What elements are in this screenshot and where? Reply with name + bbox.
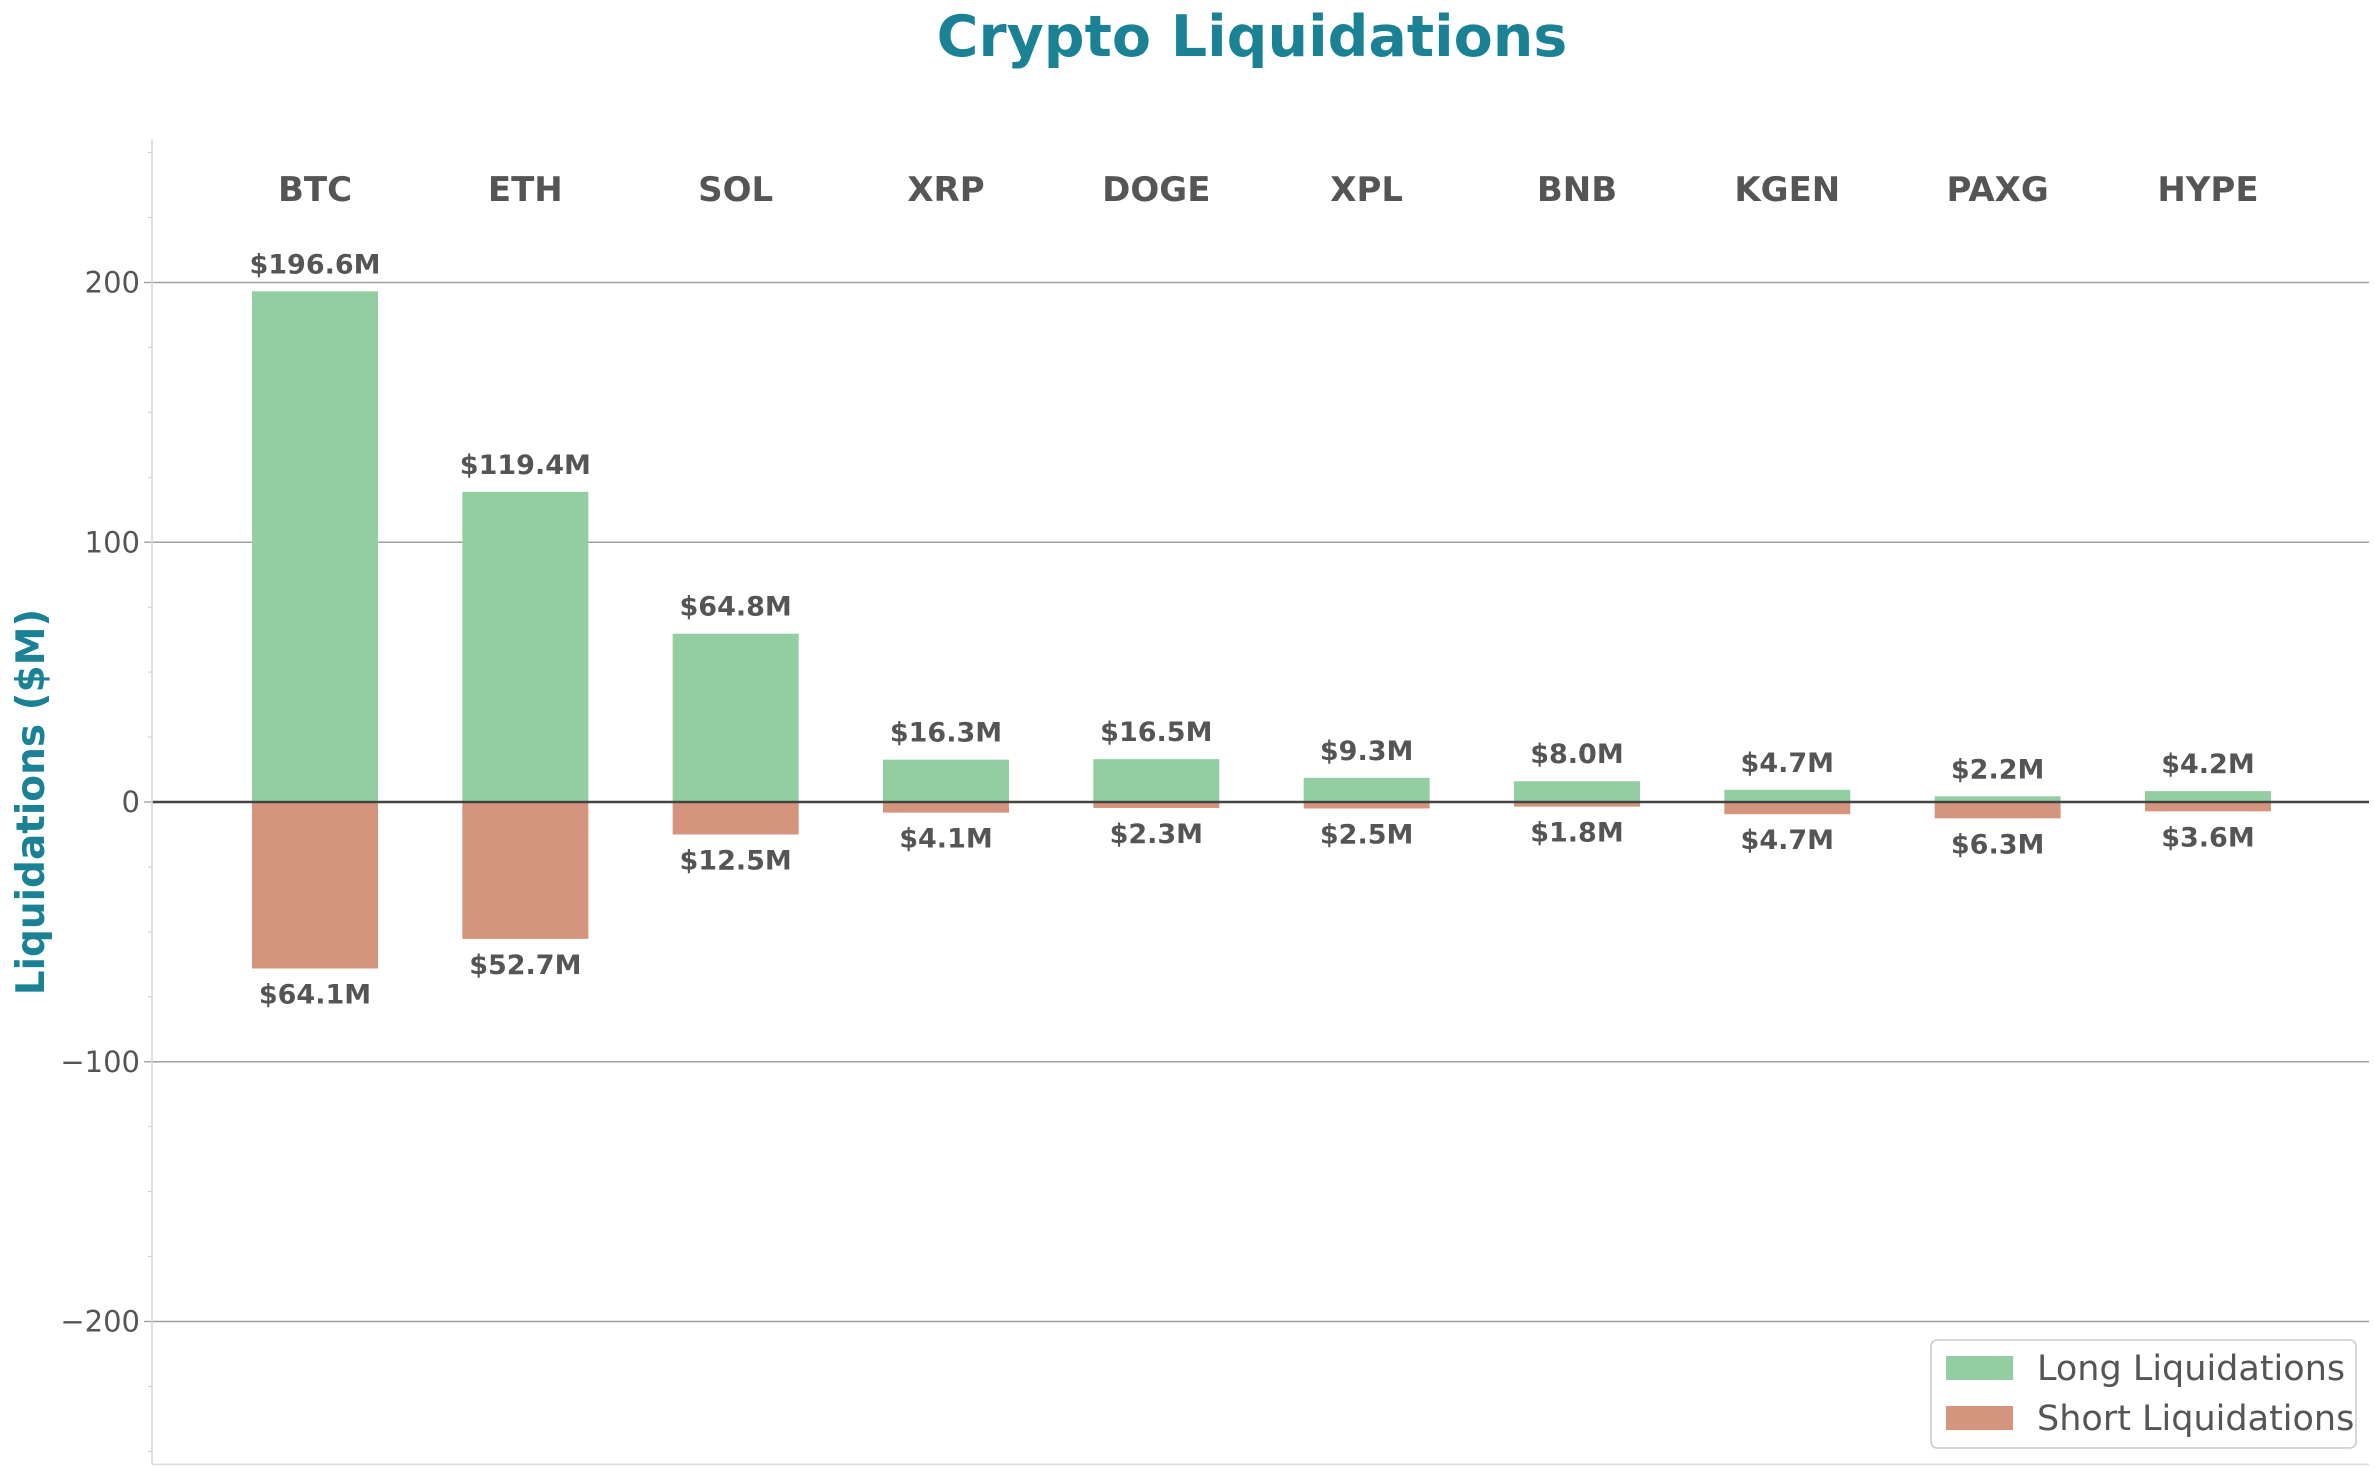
legend-swatch [1946, 1356, 2013, 1380]
bar-short [882, 802, 1009, 813]
legend-box [1930, 1339, 2357, 1449]
y-tick-label: −200 [60, 1305, 140, 1339]
value-label-long: $119.4M [460, 450, 591, 481]
category-label: PAXG [1947, 170, 2049, 210]
category-label: ETH [488, 170, 563, 210]
bar-long [882, 759, 1009, 802]
bar-long [1724, 789, 1851, 802]
value-label-short: $12.5M [680, 845, 792, 876]
value-label-short: $64.1M [259, 979, 371, 1010]
category-label: XRP [907, 170, 984, 210]
category-label: XPL [1330, 170, 1403, 210]
bar-short [1093, 802, 1220, 808]
bar-short [672, 802, 799, 835]
value-label-long: $16.5M [1100, 717, 1212, 748]
bar-long [462, 491, 589, 802]
value-label-short: $2.3M [1110, 819, 1204, 850]
legend-label: Short Liquidations [2037, 1399, 2354, 1439]
bar-short [1513, 802, 1640, 807]
bar-long [1303, 777, 1430, 802]
value-label-short: $2.5M [1320, 819, 1414, 850]
value-label-short: $1.8M [1530, 818, 1624, 849]
y-axis-label: Liquidations ($M) [9, 609, 54, 995]
category-label: HYPE [2157, 170, 2258, 210]
value-labels: $196.6M $64.1M $119.4M $52.7M $64.8M $12.5M $1… [249, 249, 2254, 1010]
category-labels: BTC ETH SOL XRP DOGE XPL BNB KGEN PAXG HYPE [278, 170, 2259, 210]
value-label-short: $3.6M [2161, 822, 2255, 853]
legend-swatch [1946, 1406, 2013, 1430]
value-label-long: $4.2M [2161, 749, 2255, 780]
legend: Long Liquidations Short Liquidations [1930, 1339, 2357, 1449]
bar-short [252, 802, 378, 969]
category-label: BNB [1537, 170, 1617, 210]
y-tick-labels: 200 100 0 −100 −200 [60, 266, 140, 1339]
bar-long [2144, 791, 2271, 802]
value-label-long: $196.6M [249, 249, 380, 280]
value-label-short: $6.3M [1951, 829, 2045, 860]
bar-long [1513, 781, 1640, 802]
y-tick-label: −100 [60, 1045, 140, 1079]
y-tick-label: 100 [85, 525, 140, 559]
bar-long [1934, 796, 2061, 802]
bar-short [1934, 802, 2061, 819]
y-tick-label: 200 [85, 266, 140, 300]
bar-long [672, 633, 799, 802]
bar-short [462, 802, 589, 939]
y-tick-label: 0 [122, 785, 140, 819]
category-label: BTC [278, 170, 352, 210]
bar-short [1303, 802, 1430, 809]
value-label-long: $64.8M [680, 592, 792, 623]
category-label: DOGE [1102, 170, 1210, 210]
bars [252, 291, 2271, 969]
legend-label: Long Liquidations [2037, 1349, 2345, 1389]
chart-title: Crypto Liquidations [937, 4, 1568, 70]
value-label-long: $4.7M [1741, 748, 1835, 779]
value-label-long: $16.3M [890, 718, 1002, 749]
value-label-short: $4.7M [1741, 825, 1835, 856]
value-label-short: $52.7M [469, 950, 581, 981]
value-label-long: $2.2M [1951, 754, 2045, 785]
value-label-long: $8.0M [1530, 739, 1624, 770]
category-label: SOL [698, 170, 773, 210]
bar-short [1724, 802, 1851, 815]
value-label-short: $4.1M [899, 824, 993, 855]
value-label-long: $9.3M [1320, 736, 1414, 767]
bar-long [252, 291, 378, 802]
bar-long [1093, 759, 1220, 802]
bar-short [2144, 802, 2271, 812]
category-label: KGEN [1734, 170, 1840, 210]
